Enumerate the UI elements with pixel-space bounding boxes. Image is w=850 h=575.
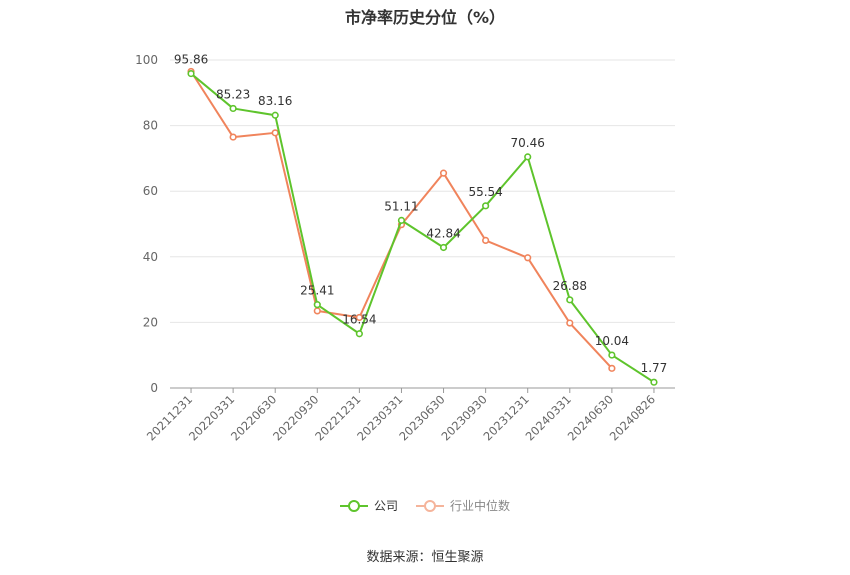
data-label-company: 16.54 xyxy=(342,313,376,327)
data-label-company: 95.86 xyxy=(174,53,208,67)
legend-swatch-industry-median xyxy=(416,499,444,513)
point-industry-median xyxy=(482,236,490,244)
point-company xyxy=(439,243,448,252)
point-company xyxy=(271,111,279,119)
point-company xyxy=(524,153,532,161)
point-industry-median xyxy=(271,129,279,137)
y-tick-label: 20 xyxy=(143,315,158,329)
legend-label-industry-median: 行业中位数 xyxy=(450,499,511,513)
y-tick-label: 80 xyxy=(143,119,158,133)
legend-swatch-company xyxy=(339,499,368,513)
data-label-company: 10.04 xyxy=(595,334,629,348)
y-tick-label: 100 xyxy=(135,53,158,67)
point-company xyxy=(482,202,490,210)
point-company xyxy=(187,69,195,78)
data-label-company: 25.41 xyxy=(300,284,334,298)
point-company xyxy=(355,330,363,338)
point-industry-median xyxy=(229,133,237,141)
grid-layer xyxy=(170,59,675,323)
point-industry-median xyxy=(439,169,448,177)
point-industry-median xyxy=(608,364,616,372)
series-layer xyxy=(187,67,658,386)
point-company xyxy=(397,216,406,224)
legend-item-industry-median[interactable]: 行业中位数 xyxy=(416,497,510,514)
data-label-company: 85.23 xyxy=(216,87,250,101)
data-label-company: 42.84 xyxy=(426,226,460,240)
data-label-company: 83.16 xyxy=(258,94,292,108)
series-line-company xyxy=(190,72,655,384)
point-company xyxy=(608,351,616,359)
data-label-company: 26.88 xyxy=(553,279,587,293)
data-label-company: 1.77 xyxy=(641,361,668,375)
data-source: 数据来源：恒生聚源 xyxy=(366,550,484,565)
point-company xyxy=(229,104,237,113)
x-tick-label: 20240826 xyxy=(607,392,658,443)
chart-title: 市净率历史分位（%） xyxy=(344,8,506,27)
point-company xyxy=(566,296,574,304)
y-tick-label: 60 xyxy=(143,184,158,198)
label-layer: 95.86 85.23 83.16 25.41 16.54 51.11 42.84 55.54… xyxy=(174,53,667,376)
data-label-company: 51.11 xyxy=(384,199,418,213)
point-industry-median xyxy=(313,307,321,315)
point-company xyxy=(650,378,658,386)
y-tick-label: 40 xyxy=(143,250,158,264)
point-industry-median xyxy=(355,313,363,322)
legend-item-company[interactable]: 公司 xyxy=(339,497,398,514)
legend: 公司 行业中位数 xyxy=(0,497,850,514)
data-label-company: 55.54 xyxy=(468,185,502,199)
legend-label-company: 公司 xyxy=(373,499,398,513)
point-industry-median xyxy=(524,254,532,262)
point-industry-median xyxy=(566,319,574,327)
y-tick-label: 0 xyxy=(150,381,158,395)
data-label-company: 70.46 xyxy=(511,136,545,150)
point-company xyxy=(313,301,321,309)
